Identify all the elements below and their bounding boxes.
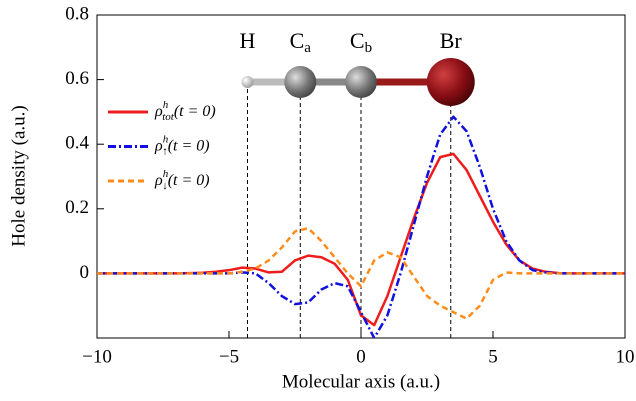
legend-symbol: ρ	[154, 103, 163, 120]
series-line	[97, 115, 625, 338]
legend-sub: tot	[162, 111, 175, 123]
y-tick-label: 0.2	[65, 197, 89, 218]
y-tick-label: 0.8	[65, 3, 89, 24]
legend-symbol: ρ	[154, 172, 163, 189]
atom	[345, 66, 377, 98]
atom-label: Br	[440, 28, 463, 53]
legend-sup: h	[163, 99, 169, 111]
x-axis-label: Molecular axis (a.u.)	[282, 371, 440, 392]
atom	[284, 66, 317, 98]
legend-symbol: ρ	[154, 137, 163, 154]
legend-label: ρh ↓(t = 0)	[154, 168, 210, 192]
x-tick-label: −5	[219, 346, 239, 367]
atom-label: H	[240, 28, 256, 53]
y-tick-label: 0.4	[65, 133, 89, 154]
atom-symbol: H	[240, 28, 256, 53]
legend-sup: h	[163, 168, 169, 180]
atom-subscript: a	[304, 40, 311, 56]
series-line	[97, 226, 625, 320]
y-axis-label: Hole density (a.u.)	[8, 105, 29, 246]
x-tick-label: −10	[82, 346, 112, 367]
legend-arg: (t = 0)	[168, 172, 210, 189]
atom	[241, 76, 254, 88]
x-tick-label: 0	[356, 346, 366, 367]
legend-sub: ↑	[162, 145, 168, 157]
atom	[426, 58, 475, 106]
atom-subscript: b	[365, 40, 373, 56]
atom-symbol: C	[290, 28, 305, 53]
legend-sup: h	[163, 133, 169, 145]
plot-area	[97, 115, 625, 338]
x-tick-label: 10	[616, 346, 635, 367]
atom-label: Cb	[350, 28, 372, 56]
atom-label: Ca	[290, 28, 312, 56]
legend-arg: (t = 0)	[168, 137, 210, 154]
legend-label: ρh ↑(t = 0)	[154, 133, 210, 157]
legend-label: ρh tot(t = 0)	[154, 99, 216, 123]
legend-arg: (t = 0)	[174, 103, 216, 120]
atom-symbol: Br	[440, 28, 463, 53]
y-tick-label: 0.6	[65, 68, 89, 89]
atom-symbol: C	[350, 28, 365, 53]
y-tick-label: 0	[80, 262, 90, 283]
x-tick-label: 5	[488, 346, 498, 367]
legend-sub: ↓	[162, 180, 168, 192]
